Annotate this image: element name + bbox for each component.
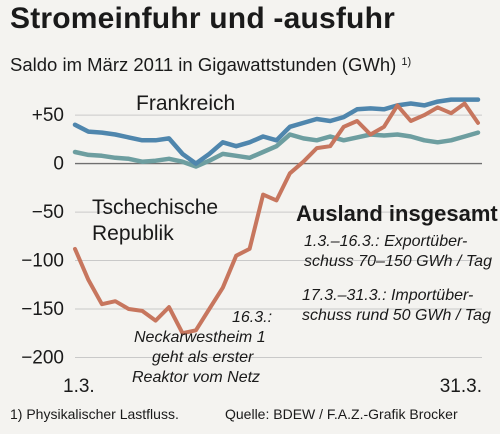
x-tick-label: 1.3. bbox=[63, 376, 95, 397]
series-label-tschechische: Tschechische bbox=[92, 196, 218, 219]
source-credit: Quelle: BDEW / F.A.Z.-Grafik Brocker bbox=[225, 406, 458, 422]
y-tick-label: −200 bbox=[21, 347, 64, 368]
annotation-import-line: 17.3.–31.3.: Importüber- bbox=[302, 287, 473, 304]
annotation-import-line: schuss rund 50 GWh / Tag bbox=[302, 307, 491, 324]
series-label-republik: Republik bbox=[92, 222, 174, 245]
y-tick-label: −100 bbox=[21, 251, 64, 272]
x-tick-label: 31.3. bbox=[440, 376, 482, 397]
series-label-ausland-insgesamt: Ausland insgesamt bbox=[296, 201, 498, 226]
annotation-export-line: schuss 70–150 GWh / Tag bbox=[304, 253, 492, 270]
chart-subtitle: Saldo im März 2011 in Gigawattstunden (G… bbox=[10, 54, 411, 76]
series-label-frankreich: Frankreich bbox=[136, 92, 235, 115]
subtitle-footnote-mark: 1) bbox=[401, 56, 412, 68]
series-line-frankreich bbox=[72, 97, 481, 166]
series-line-tschechische-republik bbox=[72, 130, 481, 169]
subtitle-text: Saldo im März 2011 in Gigawattstunden (G… bbox=[10, 54, 397, 75]
y-tick-label: +50 bbox=[32, 105, 64, 126]
annotation-neckarwestheim-line: 16.3.: bbox=[232, 309, 272, 326]
footnote: 1) Physikalischer Lastfluss. bbox=[10, 406, 179, 422]
chart-title: Stromeinfuhr und -ausfuhr bbox=[10, 2, 395, 35]
annotation-neckarwestheim-line: geht als erster bbox=[152, 349, 254, 366]
y-tick-label: −50 bbox=[32, 202, 64, 223]
annotation-export-line: 1.3.–16.3.: Exportüber- bbox=[304, 233, 467, 250]
y-tick-label: 0 bbox=[53, 154, 64, 175]
annotation-neckarwestheim-line: Neckarwestheim 1 bbox=[134, 329, 266, 346]
y-tick-label: −150 bbox=[21, 299, 64, 320]
annotation-neckarwestheim-line: Reaktor vom Netz bbox=[132, 369, 260, 386]
series-line-ausland-insgesamt bbox=[73, 101, 480, 336]
